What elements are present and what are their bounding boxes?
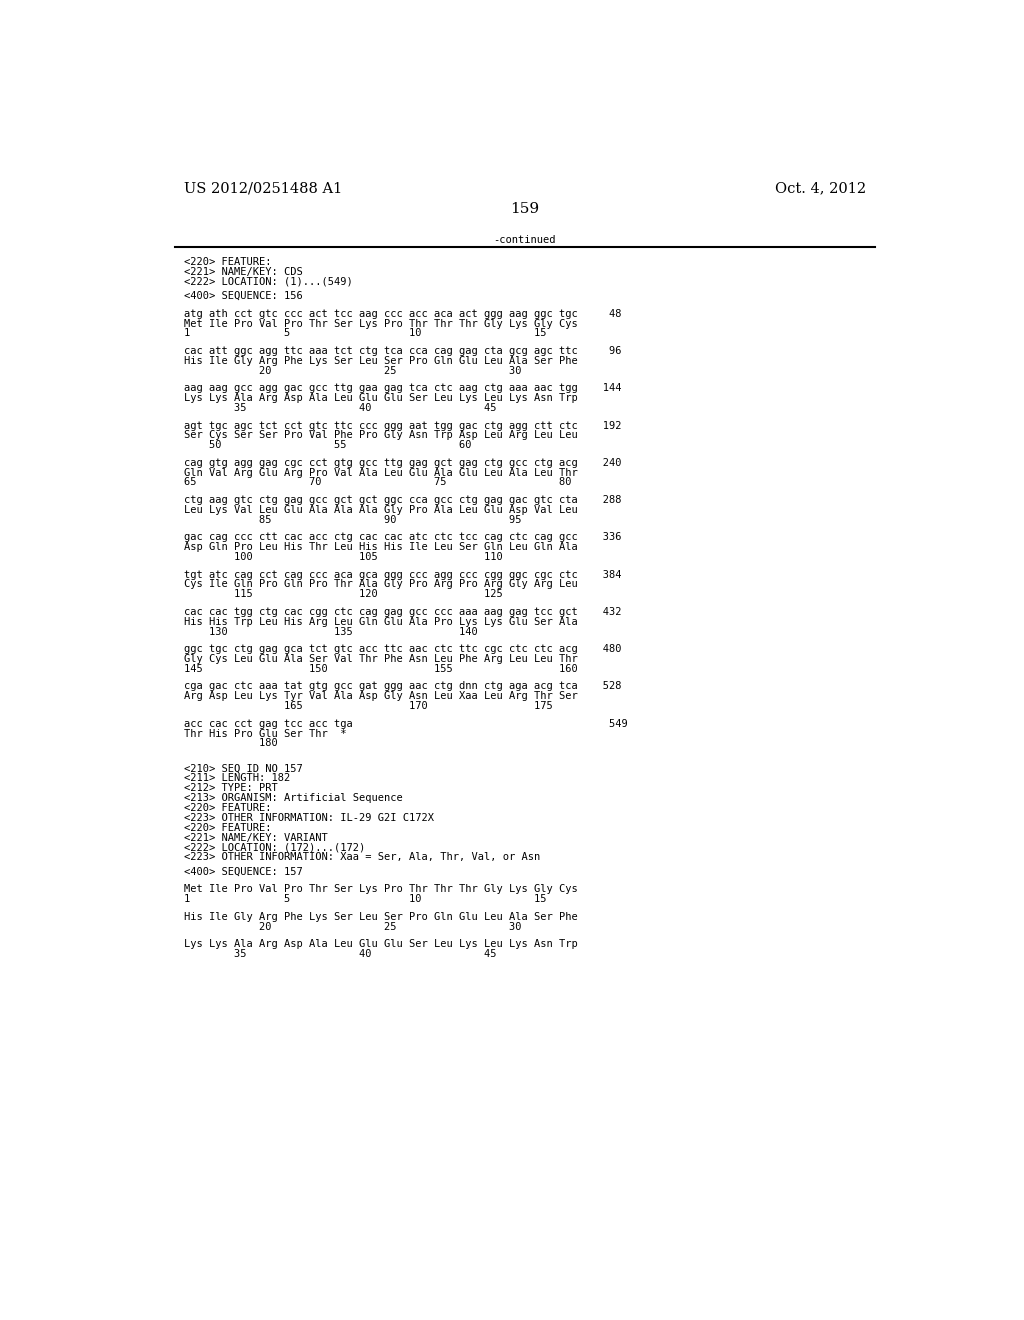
Text: ctg aag gtc ctg gag gcc gct gct ggc cca gcc ctg gag gac gtc cta    288: ctg aag gtc ctg gag gcc gct gct ggc cca … <box>183 495 622 506</box>
Text: Thr His Pro Glu Ser Thr  *: Thr His Pro Glu Ser Thr * <box>183 729 346 738</box>
Text: <221> NAME/KEY: CDS: <221> NAME/KEY: CDS <box>183 267 302 277</box>
Text: <222> LOCATION: (1)...(549): <222> LOCATION: (1)...(549) <box>183 277 352 286</box>
Text: Met Ile Pro Val Pro Thr Ser Lys Pro Thr Thr Thr Gly Lys Gly Cys: Met Ile Pro Val Pro Thr Ser Lys Pro Thr … <box>183 318 578 329</box>
Text: 165                 170                 175: 165 170 175 <box>183 701 553 711</box>
Text: Met Ile Pro Val Pro Thr Ser Lys Pro Thr Thr Thr Gly Lys Gly Cys: Met Ile Pro Val Pro Thr Ser Lys Pro Thr … <box>183 884 578 895</box>
Text: cga gac ctc aaa tat gtg gcc gat ggg aac ctg dnn ctg aga acg tca    528: cga gac ctc aaa tat gtg gcc gat ggg aac … <box>183 681 622 692</box>
Text: <222> LOCATION: (172)...(172): <222> LOCATION: (172)...(172) <box>183 842 365 853</box>
Text: Arg Asp Leu Lys Tyr Val Ala Asp Gly Asn Leu Xaa Leu Arg Thr Ser: Arg Asp Leu Lys Tyr Val Ala Asp Gly Asn … <box>183 692 578 701</box>
Text: gac cag ccc ctt cac acc ctg cac cac atc ctc tcc cag ctc cag gcc    336: gac cag ccc ctt cac acc ctg cac cac atc … <box>183 532 622 543</box>
Text: <400> SEQUENCE: 156: <400> SEQUENCE: 156 <box>183 292 302 301</box>
Text: 145                 150                 155                 160: 145 150 155 160 <box>183 664 578 673</box>
Text: His Ile Gly Arg Phe Lys Ser Leu Ser Pro Gln Glu Leu Ala Ser Phe: His Ile Gly Arg Phe Lys Ser Leu Ser Pro … <box>183 912 578 921</box>
Text: 180: 180 <box>183 738 278 748</box>
Text: Gly Cys Leu Glu Ala Ser Val Thr Phe Asn Leu Phe Arg Leu Leu Thr: Gly Cys Leu Glu Ala Ser Val Thr Phe Asn … <box>183 653 578 664</box>
Text: Lys Lys Ala Arg Asp Ala Leu Glu Glu Ser Leu Lys Leu Lys Asn Trp: Lys Lys Ala Arg Asp Ala Leu Glu Glu Ser … <box>183 939 578 949</box>
Text: 65                  70                  75                  80: 65 70 75 80 <box>183 478 571 487</box>
Text: 85                  90                  95: 85 90 95 <box>183 515 521 525</box>
Text: Ser Cys Ser Ser Pro Val Phe Pro Gly Asn Trp Asp Leu Arg Leu Leu: Ser Cys Ser Ser Pro Val Phe Pro Gly Asn … <box>183 430 578 441</box>
Text: agt tgc agc tct cct gtc ttc ccc ggg aat tgg gac ctg agg ctt ctc    192: agt tgc agc tct cct gtc ttc ccc ggg aat … <box>183 421 622 430</box>
Text: US 2012/0251488 A1: US 2012/0251488 A1 <box>183 182 342 195</box>
Text: 115                 120                 125: 115 120 125 <box>183 589 503 599</box>
Text: <220> FEATURE:: <220> FEATURE: <box>183 257 271 267</box>
Text: aag aag gcc agg gac gcc ttg gaa gag tca ctc aag ctg aaa aac tgg    144: aag aag gcc agg gac gcc ttg gaa gag tca … <box>183 383 622 393</box>
Text: 35                  40                  45: 35 40 45 <box>183 949 497 960</box>
Text: <210> SEQ ID NO 157: <210> SEQ ID NO 157 <box>183 763 302 774</box>
Text: <223> OTHER INFORMATION: IL-29 G2I C172X: <223> OTHER INFORMATION: IL-29 G2I C172X <box>183 813 434 822</box>
Text: cac att ggc agg ttc aaa tct ctg tca cca cag gag cta gcg agc ttc     96: cac att ggc agg ttc aaa tct ctg tca cca … <box>183 346 622 356</box>
Text: <212> TYPE: PRT: <212> TYPE: PRT <box>183 783 278 793</box>
Text: <220> FEATURE:: <220> FEATURE: <box>183 822 271 833</box>
Text: 1               5                   10                  15: 1 5 10 15 <box>183 894 546 904</box>
Text: 100                 105                 110: 100 105 110 <box>183 552 503 562</box>
Text: Asp Gln Pro Leu His Thr Leu His His Ile Leu Ser Gln Leu Gln Ala: Asp Gln Pro Leu His Thr Leu His His Ile … <box>183 543 578 552</box>
Text: 20                  25                  30: 20 25 30 <box>183 921 521 932</box>
Text: 20                  25                  30: 20 25 30 <box>183 366 521 376</box>
Text: cac cac tgg ctg cac cgg ctc cag gag gcc ccc aaa aag gag tcc gct    432: cac cac tgg ctg cac cgg ctc cag gag gcc … <box>183 607 622 616</box>
Text: 1               5                   10                  15: 1 5 10 15 <box>183 329 546 338</box>
Text: acc cac cct gag tcc acc tga                                         549: acc cac cct gag tcc acc tga 549 <box>183 718 628 729</box>
Text: <223> OTHER INFORMATION: Xaa = Ser, Ala, Thr, Val, or Asn: <223> OTHER INFORMATION: Xaa = Ser, Ala,… <box>183 853 540 862</box>
Text: tgt atc cag cct cag ccc aca gca ggg ccc agg ccc cgg ggc cgc ctc    384: tgt atc cag cct cag ccc aca gca ggg ccc … <box>183 569 622 579</box>
Text: His His Trp Leu His Arg Leu Gln Glu Ala Pro Lys Lys Glu Ser Ala: His His Trp Leu His Arg Leu Gln Glu Ala … <box>183 616 578 627</box>
Text: Gln Val Arg Glu Arg Pro Val Ala Leu Glu Ala Glu Leu Ala Leu Thr: Gln Val Arg Glu Arg Pro Val Ala Leu Glu … <box>183 467 578 478</box>
Text: Lys Lys Ala Arg Asp Ala Leu Glu Glu Ser Leu Lys Leu Lys Asn Trp: Lys Lys Ala Arg Asp Ala Leu Glu Glu Ser … <box>183 393 578 403</box>
Text: <213> ORGANISM: Artificial Sequence: <213> ORGANISM: Artificial Sequence <box>183 793 402 803</box>
Text: <220> FEATURE:: <220> FEATURE: <box>183 803 271 813</box>
Text: <211> LENGTH: 182: <211> LENGTH: 182 <box>183 774 290 784</box>
Text: cag gtg agg gag cgc cct gtg gcc ttg gag gct gag ctg gcc ctg acg    240: cag gtg agg gag cgc cct gtg gcc ttg gag … <box>183 458 622 467</box>
Text: 50                  55                  60: 50 55 60 <box>183 440 471 450</box>
Text: <400> SEQUENCE: 157: <400> SEQUENCE: 157 <box>183 867 302 876</box>
Text: Cys Ile Gln Pro Gln Pro Thr Ala Gly Pro Arg Pro Arg Gly Arg Leu: Cys Ile Gln Pro Gln Pro Thr Ala Gly Pro … <box>183 579 578 590</box>
Text: Oct. 4, 2012: Oct. 4, 2012 <box>775 182 866 195</box>
Text: <221> NAME/KEY: VARIANT: <221> NAME/KEY: VARIANT <box>183 833 328 842</box>
Text: 159: 159 <box>510 202 540 216</box>
Text: His Ile Gly Arg Phe Lys Ser Leu Ser Pro Gln Glu Leu Ala Ser Phe: His Ile Gly Arg Phe Lys Ser Leu Ser Pro … <box>183 356 578 366</box>
Text: Leu Lys Val Leu Glu Ala Ala Ala Gly Pro Ala Leu Glu Asp Val Leu: Leu Lys Val Leu Glu Ala Ala Ala Gly Pro … <box>183 504 578 515</box>
Text: atg ath cct gtc ccc act tcc aag ccc acc aca act ggg aag ggc tgc     48: atg ath cct gtc ccc act tcc aag ccc acc … <box>183 309 622 318</box>
Text: -continued: -continued <box>494 235 556 246</box>
Text: 130                 135                 140: 130 135 140 <box>183 627 477 636</box>
Text: ggc tgc ctg gag gca tct gtc acc ttc aac ctc ttc cgc ctc ctc acg    480: ggc tgc ctg gag gca tct gtc acc ttc aac … <box>183 644 622 655</box>
Text: 35                  40                  45: 35 40 45 <box>183 403 497 413</box>
